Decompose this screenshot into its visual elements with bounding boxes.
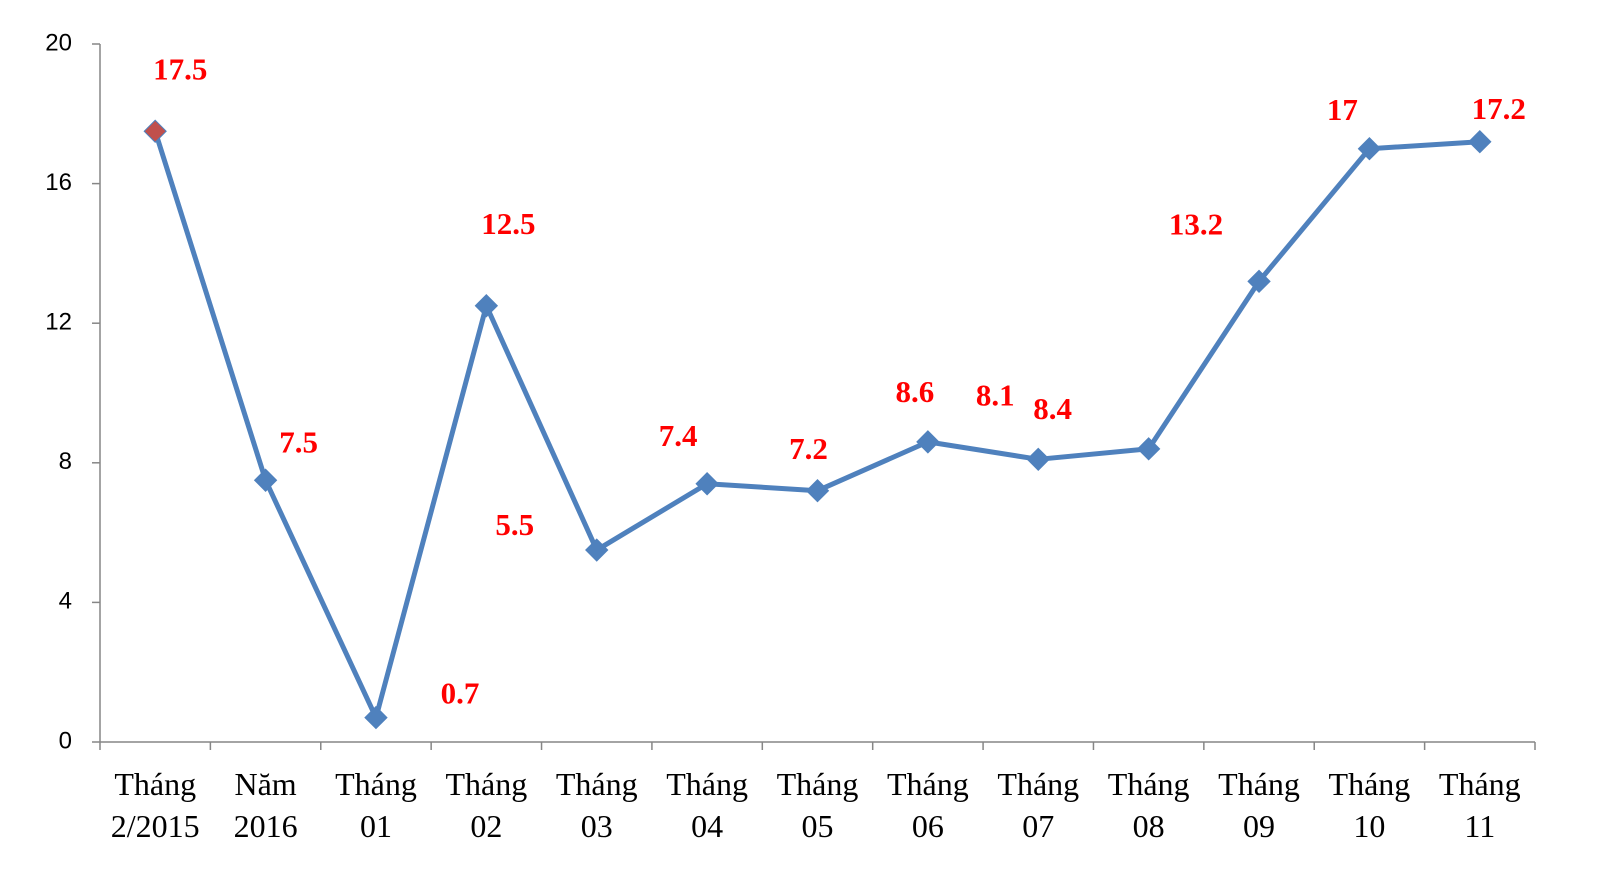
x-tick-label: 01 xyxy=(360,808,392,844)
marker xyxy=(1136,437,1161,461)
y-tick-label: 16 xyxy=(45,169,72,196)
x-tick-label: Năm xyxy=(234,766,296,802)
x-tick-label: Tháng xyxy=(1439,766,1521,802)
x-tick-label: 06 xyxy=(912,808,944,844)
y-tick-label: 0 xyxy=(59,727,72,754)
marker xyxy=(143,119,167,143)
value-label: 7.4 xyxy=(659,418,698,453)
marker xyxy=(1247,269,1271,294)
y-tick-label: 4 xyxy=(59,588,72,615)
x-tick-label: 05 xyxy=(802,808,834,844)
x-tick-label: Tháng xyxy=(556,766,638,802)
marker xyxy=(585,538,609,562)
marker xyxy=(364,705,388,730)
value-label: 17 xyxy=(1327,92,1358,127)
value-label: 13.2 xyxy=(1169,206,1223,241)
x-tick-label: Tháng xyxy=(445,766,527,802)
x-tick-label: 04 xyxy=(691,808,723,844)
value-label: 12.5 xyxy=(481,206,535,241)
x-tick-label: Tháng xyxy=(1108,766,1190,802)
x-tick-label: Tháng xyxy=(666,766,748,802)
value-label: 8.1 xyxy=(976,377,1015,412)
x-tick-label: 07 xyxy=(1022,808,1054,844)
value-label: 17.2 xyxy=(1472,91,1526,126)
value-label: 8.6 xyxy=(896,374,935,409)
x-tick-label: 2016 xyxy=(234,808,298,844)
marker xyxy=(253,468,278,492)
value-label: 0.7 xyxy=(441,676,480,711)
x-tick-label: 08 xyxy=(1133,808,1165,844)
marker xyxy=(695,472,719,496)
y-tick-label: 8 xyxy=(59,448,72,475)
x-tick-label: Tháng xyxy=(335,766,417,802)
marker xyxy=(1357,136,1382,161)
line xyxy=(152,130,1480,721)
y-tick-label: 20 xyxy=(45,29,72,56)
marker xyxy=(1026,447,1050,472)
x-tick-label: 02 xyxy=(470,808,502,844)
x-tick-label: 10 xyxy=(1353,808,1385,844)
x-tick-label: 2/2015 xyxy=(111,808,200,844)
x-tick-label: Tháng xyxy=(114,766,196,802)
marker xyxy=(474,294,499,318)
marker xyxy=(805,479,830,503)
value-label: 7.2 xyxy=(789,431,828,466)
y-tick-label: 12 xyxy=(45,309,72,336)
value-label: 5.5 xyxy=(495,507,534,542)
x-tick-label: 11 xyxy=(1464,808,1495,844)
x-tick-label: Tháng xyxy=(1329,766,1411,802)
x-tick-label: Tháng xyxy=(887,766,969,802)
value-label: 7.5 xyxy=(279,424,318,459)
marker xyxy=(916,430,940,454)
x-tick-label: 03 xyxy=(581,808,613,844)
x-tick-label: Tháng xyxy=(1218,766,1300,802)
value-label: 8.4 xyxy=(1033,391,1072,426)
value-label: 17.5 xyxy=(153,51,207,86)
marker xyxy=(1468,130,1492,154)
x-tick-label: Tháng xyxy=(777,766,859,802)
x-tick-label: 09 xyxy=(1243,808,1275,844)
x-tick-label: Tháng xyxy=(997,766,1079,802)
